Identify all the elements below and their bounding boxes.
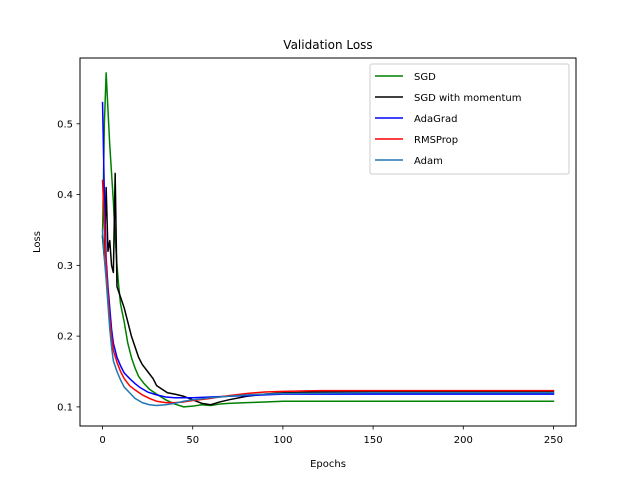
x-tick-label: 150	[364, 435, 383, 446]
x-axis: 0 50 100 150 200 250	[99, 426, 563, 446]
x-tick-label: 50	[186, 435, 199, 446]
legend-label-adam: Adam	[414, 156, 443, 167]
x-tick-label: 100	[273, 435, 292, 446]
x-axis-label: Epochs	[310, 459, 346, 470]
plot-frame	[79, 57, 577, 427]
series-line-sgd	[101, 72, 555, 408]
chart-title: Validation Loss	[283, 38, 372, 52]
legend-label-adagrad: AdaGrad	[414, 114, 457, 125]
legend-label-sgd-with-momentum: SGD with momentum	[414, 93, 521, 104]
y-axis-label: Loss	[32, 231, 43, 253]
y-tick-label: 0.5	[57, 119, 73, 130]
series-line-rmsprop	[101, 179, 555, 404]
series-line-adam	[101, 229, 555, 407]
legend-label-sgd: SGD	[414, 72, 436, 83]
legend-label-rmsprop: RMSProp	[414, 135, 458, 146]
plot-series	[101, 72, 555, 408]
y-tick-label: 0.4	[57, 190, 73, 201]
legend: SGD SGD with momentum AdaGrad RMSProp Adam	[369, 63, 570, 175]
y-tick-label: 0.3	[57, 261, 73, 272]
legend-box	[369, 63, 570, 175]
y-tick-label: 0.1	[57, 402, 73, 413]
x-tick-label: 0	[99, 435, 105, 446]
y-tick-label: 0.2	[57, 332, 73, 343]
x-tick-label: 200	[454, 435, 473, 446]
x-tick-label: 250	[544, 435, 563, 446]
y-axis: 0.1 0.2 0.3 0.4 0.5	[57, 119, 80, 413]
